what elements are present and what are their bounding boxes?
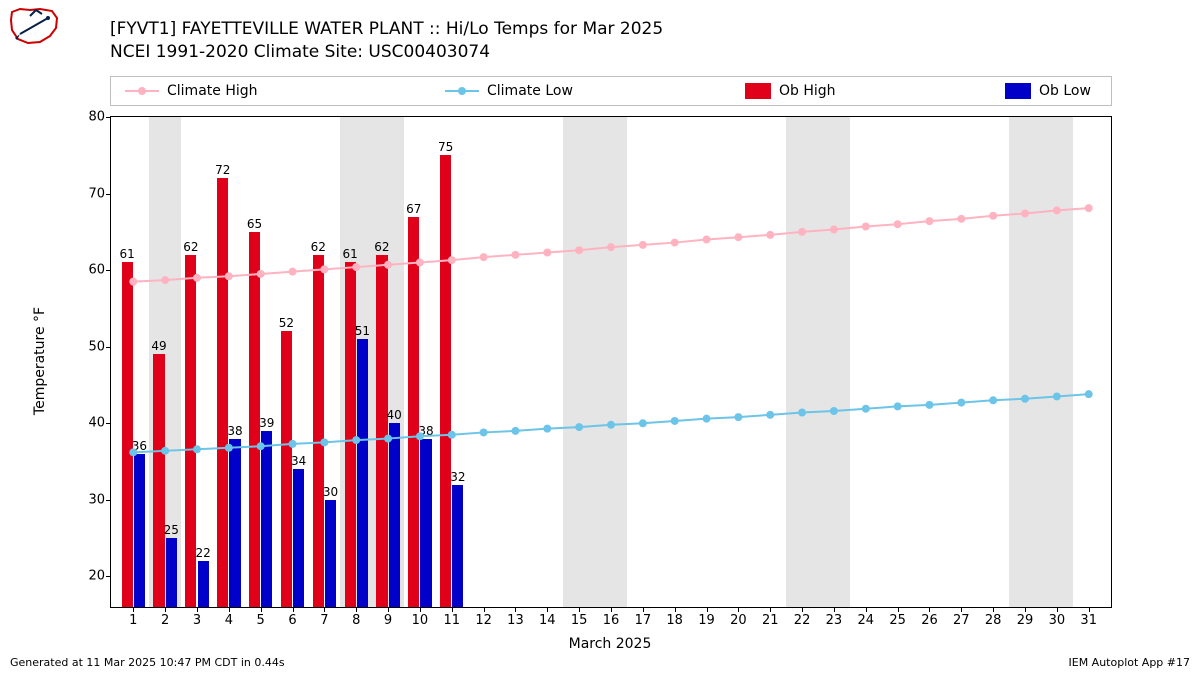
xtick-label: 19 <box>698 607 715 628</box>
chart-container: [FYVT1] FAYETTEVILLE WATER PLANT :: Hi/L… <box>0 0 1200 675</box>
plot-area: 2030405060708012345678910111213141516171… <box>110 116 1112 608</box>
xtick-label: 3 <box>193 607 201 628</box>
xtick-label: 8 <box>352 607 360 628</box>
chart-title: [FYVT1] FAYETTEVILLE WATER PLANT :: Hi/L… <box>110 18 663 64</box>
xtick-label: 30 <box>1049 607 1066 628</box>
xtick-label: 14 <box>539 607 556 628</box>
legend: Climate High Climate Low Ob High Ob Low <box>110 76 1112 106</box>
xtick-label: 26 <box>921 607 938 628</box>
xtick-label: 4 <box>225 607 233 628</box>
legend-climate-high: Climate High <box>111 77 431 105</box>
xtick-label: 5 <box>257 607 265 628</box>
legend-climate-high-swatch <box>125 90 159 92</box>
ytick-label: 40 <box>88 416 111 431</box>
footer-generated: Generated at 11 Mar 2025 10:47 PM CDT in… <box>10 656 285 669</box>
x-axis-label: March 2025 <box>569 636 652 652</box>
ytick-label: 20 <box>88 569 111 584</box>
xtick-label: 6 <box>288 607 296 628</box>
legend-climate-low: Climate Low <box>431 77 731 105</box>
xtick-label: 10 <box>412 607 429 628</box>
xtick-label: 22 <box>794 607 811 628</box>
xtick-label: 23 <box>826 607 843 628</box>
xtick-label: 18 <box>666 607 683 628</box>
xtick-label: 17 <box>635 607 652 628</box>
legend-ob-high-swatch <box>745 83 771 99</box>
legend-ob-high-label: Ob High <box>779 83 836 99</box>
ytick-label: 70 <box>88 186 111 201</box>
ytick-label: 30 <box>88 492 111 507</box>
xtick-label: 28 <box>985 607 1002 628</box>
xtick-label: 24 <box>857 607 874 628</box>
legend-climate-low-label: Climate Low <box>487 83 573 99</box>
xtick-label: 12 <box>475 607 492 628</box>
xtick-label: 11 <box>443 607 460 628</box>
xtick-label: 16 <box>603 607 620 628</box>
legend-ob-low-label: Ob Low <box>1039 83 1091 99</box>
legend-ob-high: Ob High <box>731 77 991 105</box>
title-line-1: [FYVT1] FAYETTEVILLE WATER PLANT :: Hi/L… <box>110 18 663 41</box>
legend-ob-low: Ob Low <box>991 77 1111 105</box>
xtick-label: 31 <box>1080 607 1097 628</box>
xtick-label: 29 <box>1017 607 1034 628</box>
iem-logo <box>6 4 62 52</box>
xtick-label: 1 <box>129 607 137 628</box>
footer-app: IEM Autoplot App #17 <box>1069 656 1191 669</box>
ytick-label: 50 <box>88 339 111 354</box>
y-axis-label: Temperature °F <box>32 307 48 415</box>
ytick-label: 80 <box>88 110 111 125</box>
xtick-label: 20 <box>730 607 747 628</box>
legend-ob-low-swatch <box>1005 83 1031 99</box>
xtick-label: 2 <box>161 607 169 628</box>
xtick-label: 9 <box>384 607 392 628</box>
title-line-2: NCEI 1991-2020 Climate Site: USC00403074 <box>110 41 663 64</box>
xtick-label: 25 <box>889 607 906 628</box>
climate-low-line <box>111 117 1111 607</box>
xtick-label: 27 <box>953 607 970 628</box>
legend-climate-high-label: Climate High <box>167 83 258 99</box>
xtick-label: 13 <box>507 607 524 628</box>
xtick-label: 21 <box>762 607 779 628</box>
xtick-label: 15 <box>571 607 588 628</box>
xtick-label: 7 <box>320 607 328 628</box>
ytick-label: 60 <box>88 263 111 278</box>
legend-climate-low-swatch <box>445 90 479 92</box>
